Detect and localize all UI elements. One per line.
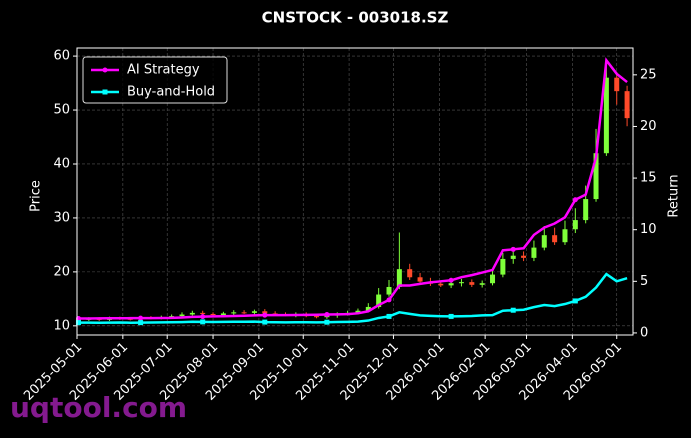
candle-body	[396, 269, 402, 287]
candle-body	[448, 283, 454, 286]
candle-body	[469, 282, 475, 285]
candle-body	[241, 312, 247, 314]
candle-body	[490, 274, 496, 284]
y-tick-label: 60	[53, 49, 70, 64]
candle-body	[210, 313, 216, 316]
candle-body	[251, 311, 257, 313]
marker	[138, 315, 144, 321]
candle-body	[603, 77, 609, 154]
y-axis-label: Price	[29, 180, 44, 212]
marker	[448, 313, 454, 319]
candle-body	[510, 255, 516, 259]
candle-body	[407, 269, 413, 278]
y-tick-label: 30	[53, 210, 70, 225]
y-tick-label: 10	[53, 318, 70, 333]
y2-tick-label: 0	[640, 325, 648, 340]
candle-body	[583, 199, 589, 221]
candle-body	[458, 282, 464, 284]
marker	[572, 298, 578, 304]
candle-body	[531, 247, 537, 258]
legend-marker	[102, 89, 108, 95]
marker	[262, 319, 268, 325]
candle-body	[200, 312, 206, 314]
legend-label: Buy-and-Hold	[127, 85, 215, 100]
candle-body	[262, 311, 268, 314]
candle-body	[541, 235, 547, 248]
candle-body	[572, 220, 578, 230]
legend: AI Strategy Buy-and-Hold	[82, 56, 228, 104]
marker	[510, 307, 516, 313]
marker	[138, 320, 144, 326]
candle-body	[376, 294, 382, 307]
y2-tick-label: 5	[640, 274, 648, 289]
candle-body	[500, 258, 506, 275]
candle-body	[624, 91, 630, 119]
marker	[572, 197, 578, 203]
candle-body	[438, 283, 444, 286]
y2-tick-label: 10	[640, 222, 657, 237]
candle-body	[189, 312, 195, 315]
candle-body	[562, 229, 568, 243]
candle-body	[417, 277, 423, 282]
watermark: uqtool.com	[10, 391, 187, 424]
candle-body	[314, 316, 320, 318]
marker	[510, 246, 516, 252]
marker	[200, 314, 206, 320]
y2-tick-label: 20	[640, 119, 657, 134]
candle-body	[386, 286, 392, 295]
y2-tick-label: 15	[640, 171, 657, 186]
candle-body	[521, 255, 527, 258]
candle-body	[552, 235, 558, 243]
marker	[386, 313, 392, 319]
candle-body	[479, 283, 485, 285]
return-line	[78, 57, 628, 320]
return-line	[78, 272, 628, 324]
marker	[324, 312, 330, 318]
candle-body	[220, 313, 226, 316]
marker	[75, 320, 81, 326]
legend-marker	[102, 67, 108, 73]
candle-body	[614, 77, 620, 92]
candle-body	[231, 312, 237, 314]
y2-tick-label: 25	[640, 67, 657, 82]
plot-frame	[76, 47, 634, 336]
chart-title: CNSTOCK - 003018.SZ	[262, 9, 449, 27]
marker	[200, 319, 206, 325]
marker	[386, 297, 392, 303]
y-tick-label: 40	[53, 156, 70, 171]
legend-label: AI Strategy	[127, 63, 200, 78]
candle-body	[593, 153, 599, 200]
y2-axis-label: Return	[667, 174, 682, 217]
marker	[448, 277, 454, 283]
candle-body	[365, 306, 371, 311]
candle-body	[355, 310, 361, 313]
y-tick-label: 20	[53, 264, 70, 279]
marker	[324, 319, 330, 325]
candle-body	[179, 314, 185, 317]
marker	[262, 312, 268, 318]
y-tick-label: 50	[53, 103, 70, 118]
